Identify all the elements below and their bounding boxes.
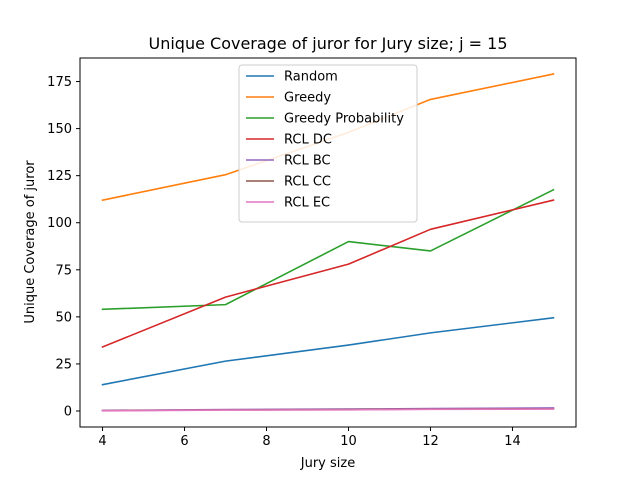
legend-entry-label: RCL CC [284,175,331,190]
legend-entry-label: Greedy [284,91,331,106]
legend-entry-label: RCL EC [284,196,330,211]
chart-title: Unique Coverage of juror for Jury size; … [149,34,508,53]
series-line-rcl-dc [101,199,555,349]
y-tick-label: 175 [47,75,72,90]
series-line-rcl-ec [101,408,555,412]
legend: Random Greedy Greedy Probability RCL DC RCL … [238,64,418,223]
y-axis-label: Unique Coverage of juror [23,160,38,324]
series-line-random [101,316,555,386]
y-tick-label: 0 [64,404,72,419]
x-tick-label: 6 [180,434,188,449]
axes-frame [79,57,577,428]
series-line-greedy-probability [101,188,555,311]
y-tick-label: 100 [47,216,72,231]
y-tick-label: 75 [55,263,72,278]
ticks-layer: 4 6 8 10 12 14 0 25 50 75 100 125 150 175 [47,75,521,449]
x-axis-label: Jury size [300,456,355,471]
y-tick-label: 50 [55,310,72,325]
legend-box [238,64,418,223]
legend-entry-label: Greedy Probability [284,112,404,127]
y-tick-label: 150 [47,122,72,137]
legend-entry-label: RCL DC [284,133,332,148]
x-tick-label: 12 [422,434,439,449]
legend-entry-label: RCL BC [284,154,331,169]
x-tick-label: 14 [504,434,521,449]
x-tick-label: 4 [98,434,106,449]
x-tick-label: 10 [340,434,357,449]
x-tick-label: 8 [262,434,270,449]
y-tick-label: 25 [55,357,72,372]
legend-entry-label: Random [284,70,338,85]
y-tick-label: 125 [47,169,72,184]
